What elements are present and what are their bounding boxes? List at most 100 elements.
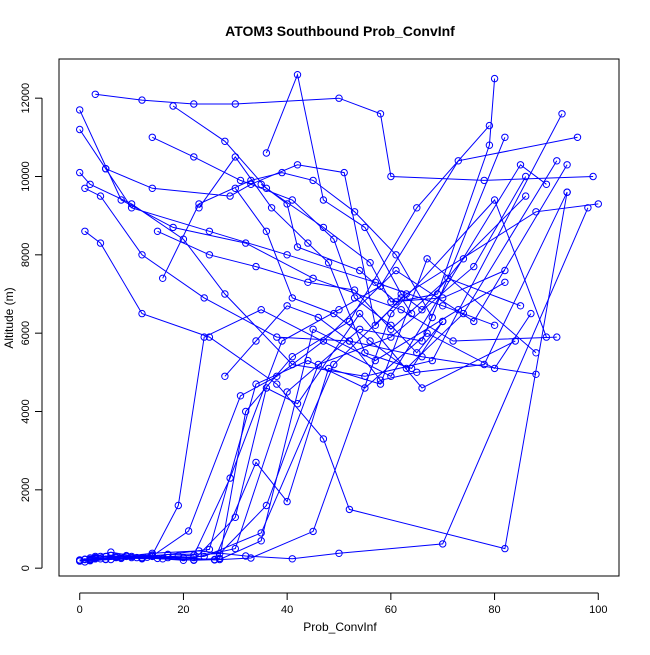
data-point [563,161,571,169]
data-point [345,505,354,514]
data-point [470,317,478,326]
data-point [257,537,265,545]
series-line [95,93,594,181]
data-point [501,544,509,553]
data-point [485,141,494,149]
data-point [413,204,421,212]
data-point [387,172,395,181]
data-point [288,555,296,563]
data-point [418,384,426,392]
data-point [594,200,602,208]
data-point [356,309,364,318]
data-point [91,90,100,99]
data-point [480,360,488,369]
data-point [319,337,328,345]
x-tick-label: 20 [177,604,189,616]
data-point [324,259,333,267]
data-point [553,333,561,341]
y-axis-label: Altitude (m) [2,287,16,348]
data-point [205,251,214,259]
data-point [76,168,84,177]
data-point [257,180,265,189]
data-point [200,333,208,341]
data-point [304,278,312,286]
data-point [392,266,400,275]
data-point [501,278,509,286]
data-point [501,266,509,275]
series-29 [221,188,571,384]
data-point [200,294,208,302]
data-point [138,96,146,104]
data-point [490,364,499,373]
data-point [169,102,177,110]
data-point [138,251,146,259]
data-point [532,349,540,357]
data-point [366,259,374,267]
data-point [231,184,240,193]
data-point [350,208,359,216]
data-point [439,294,447,302]
plot-frame [58,58,620,577]
data-point [76,556,84,564]
series-18 [96,255,540,564]
data-point [501,133,509,142]
data-point [516,161,525,169]
data-point [283,388,291,396]
data-point [309,274,317,282]
data-point [345,337,354,345]
data-point [376,376,385,384]
data-point [418,306,426,314]
data-point [247,176,255,185]
data-point [423,255,431,263]
data-point [86,180,94,189]
series-line [84,192,568,550]
data-point [81,227,89,236]
data-point [169,223,177,232]
data-point [340,168,348,177]
data-point [127,204,136,212]
data-point [226,192,234,200]
data-point [247,554,255,562]
data-point [371,356,379,365]
y-tick-label: 12000 [20,83,32,114]
series-22 [169,102,509,306]
data-point [231,100,240,108]
data-point [278,337,286,345]
data-point [288,196,296,204]
data-point [454,157,462,165]
data-point [319,435,328,443]
data-point [439,317,447,326]
data-point [283,302,291,310]
data-point [490,321,499,329]
data-point [485,121,494,130]
data-point [210,555,219,564]
data-point [558,110,566,118]
data-point [335,549,343,557]
data-point [293,161,302,169]
x-tick-label: 40 [281,604,293,616]
data-point [407,364,416,373]
data-point [231,153,240,161]
series-1 [91,90,597,185]
data-point [527,309,535,318]
data-point [112,553,120,561]
data-point [490,74,499,83]
data-point [293,243,302,251]
data-point [423,329,431,337]
data-point [242,552,250,560]
data-point [413,349,421,357]
data-point [143,553,151,561]
data-point [148,552,157,560]
data-point [159,274,167,282]
data-point [387,298,395,306]
data-point [205,545,214,554]
data-point [397,290,405,298]
data-point [288,353,296,361]
data-point [262,184,271,193]
data-point [174,501,183,510]
data-point [309,325,317,333]
series-line [234,160,558,370]
data-point [273,380,281,388]
